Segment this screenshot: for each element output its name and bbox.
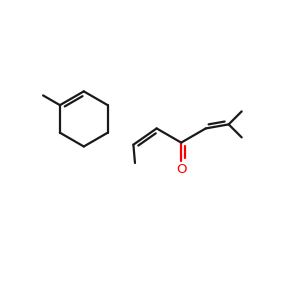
Text: O: O xyxy=(176,163,186,176)
